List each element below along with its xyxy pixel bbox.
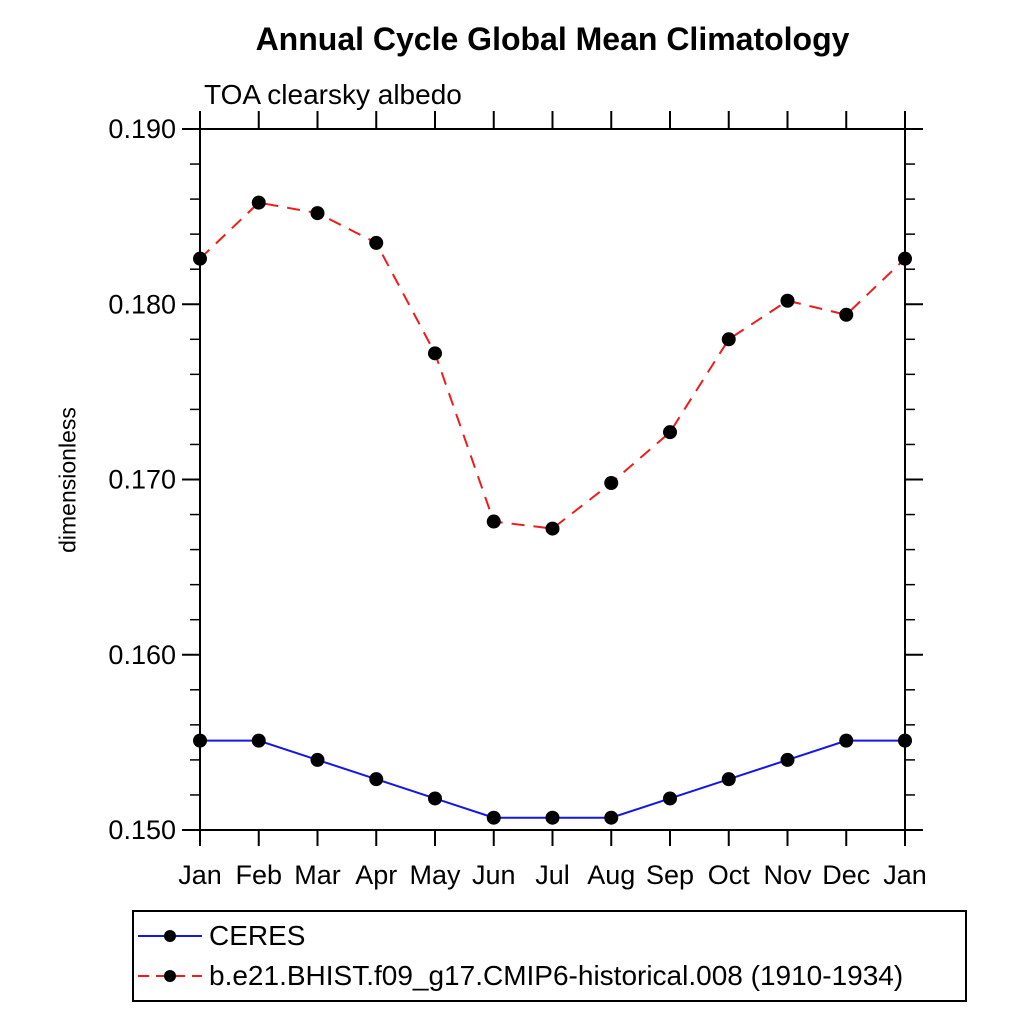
legend-item-0: CERES	[137, 916, 965, 956]
legend-label: b.e21.BHIST.f09_g17.CMIP6-historical.008…	[209, 960, 904, 991]
y-tick-label: 0.170	[108, 465, 176, 495]
data-point-marker	[604, 476, 619, 491]
y-tick-label: 0.190	[108, 114, 176, 144]
legend-marker-dot	[164, 930, 176, 942]
data-point-marker	[545, 810, 560, 825]
x-tick-label: Jul	[535, 860, 570, 890]
series-line-1	[199, 201, 906, 530]
data-point-marker	[251, 733, 266, 748]
chart-subtitle: TOA clearsky albedo	[204, 79, 462, 110]
x-tick-label: Jan	[178, 860, 222, 890]
x-tick-label: Dec	[822, 860, 870, 890]
x-tick-label: Sep	[646, 860, 694, 890]
data-point-marker	[721, 332, 736, 347]
data-point-marker	[486, 514, 501, 529]
x-tick-label: May	[409, 860, 461, 890]
x-tick-label: Mar	[294, 860, 341, 890]
data-point-marker	[839, 733, 854, 748]
data-point-marker	[310, 206, 325, 221]
data-point-marker	[369, 772, 384, 787]
x-tick-label: Jun	[472, 860, 516, 890]
data-point-marker	[780, 752, 795, 767]
data-point-marker	[486, 810, 501, 825]
legend-label: CERES	[209, 920, 306, 951]
data-point-marker	[663, 425, 677, 440]
data-point-marker	[251, 195, 266, 210]
y-tick-label: 0.180	[108, 289, 176, 319]
x-tick-label: Aug	[587, 860, 635, 890]
data-point-marker	[545, 521, 560, 536]
data-point-marker	[193, 733, 207, 748]
legend-line-sample	[138, 970, 202, 982]
data-point-marker	[193, 251, 207, 266]
x-tick-label: Nov	[763, 860, 812, 890]
data-point-marker	[369, 235, 384, 250]
series-line-0	[200, 739, 905, 819]
data-point-marker	[898, 251, 912, 266]
data-point-marker	[310, 752, 325, 767]
data-point-marker	[428, 346, 442, 361]
legend: CERES b.e21.BHIST.f09_g17.CMIP6-historica…	[132, 910, 967, 1002]
x-tick-label: Jan	[883, 860, 927, 890]
plot-frame	[199, 128, 906, 831]
legend-line-sample	[138, 930, 202, 942]
data-point-marker	[663, 791, 677, 806]
data-point-marker	[780, 293, 795, 308]
chart-title: Annual Cycle Global Mean Climatology	[255, 21, 850, 57]
data-point-marker	[604, 810, 619, 825]
x-tick-label: Oct	[708, 860, 751, 890]
y-tick-label: 0.160	[108, 640, 176, 670]
x-tick-label: Feb	[235, 860, 282, 890]
legend-item-1: b.e21.BHIST.f09_g17.CMIP6-historical.008…	[137, 956, 965, 996]
y-tick-label: 0.150	[108, 815, 176, 845]
data-point-marker	[721, 772, 736, 787]
data-point-marker	[898, 733, 912, 748]
x-tick-label: Apr	[355, 860, 397, 890]
data-point-marker	[839, 307, 854, 322]
data-point-marker	[428, 791, 442, 806]
legend-marker-dot	[164, 970, 176, 982]
